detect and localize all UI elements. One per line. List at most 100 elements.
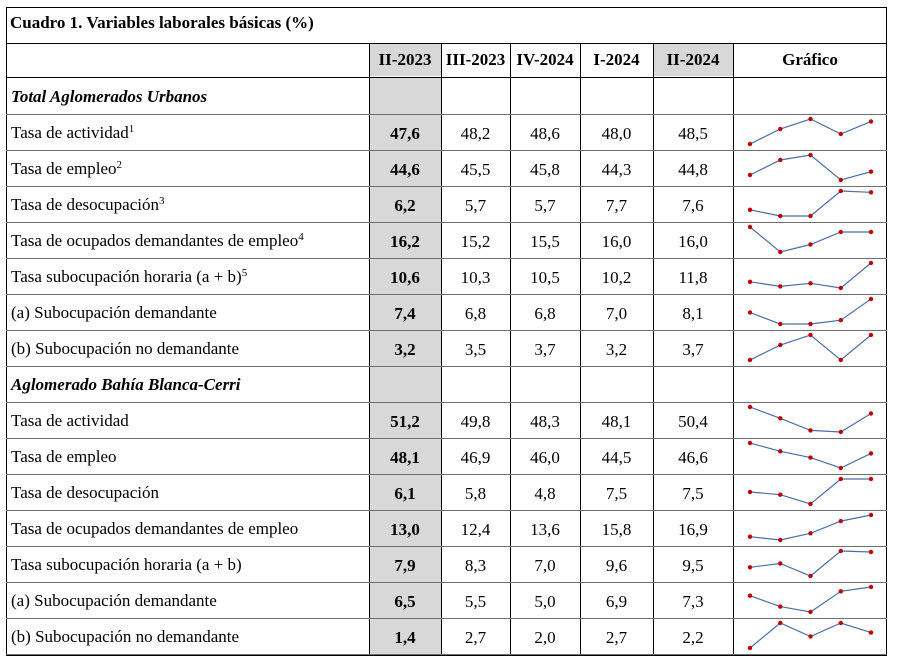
value-cell: 2,7 (605, 628, 628, 647)
value-cell: 48,1 (390, 448, 420, 467)
column-header: Gráfico (782, 50, 838, 69)
row-label-text: Tasa de ocupados demandantes de empleo (11, 519, 299, 538)
value-cell: 8,1 (682, 304, 704, 323)
section-title: Aglomerado Bahía Blanca-Cerri (11, 375, 241, 394)
row-divider (6, 150, 887, 151)
value-cell: 3,7 (534, 340, 556, 359)
value-cell: 15,2 (460, 232, 491, 251)
value-cell: 2,0 (534, 628, 556, 647)
value-cell: 48,5 (678, 124, 708, 143)
value-cell: 1,4 (394, 628, 416, 647)
row-label: Tasa de empleo (11, 439, 117, 475)
table-frame (6, 7, 887, 656)
row-label: Tasa subocupación horaria (a + b)5 (11, 259, 247, 295)
value-cell: 16,0 (678, 232, 708, 251)
row-label-text: (b) Subocupación no demandante (11, 339, 240, 358)
row-label: Tasa de desocupación (11, 475, 159, 511)
row-divider (6, 438, 887, 439)
row-label: (b) Subocupación no demandante (11, 619, 239, 655)
row-divider (6, 294, 887, 295)
value-cell: 8,3 (464, 556, 487, 575)
column-header: I-2024 (593, 50, 640, 69)
value-cell: 48,0 (601, 124, 632, 143)
value-cell: 15,5 (530, 232, 560, 251)
row-divider (6, 474, 887, 475)
value-cell: 7,4 (394, 304, 416, 323)
row-divider (6, 582, 887, 583)
value-cell: 9,6 (605, 556, 628, 575)
header-top-rule (6, 43, 887, 44)
value-cell: 46,0 (530, 448, 560, 467)
value-cell: 49,8 (460, 412, 491, 431)
value-cell: 11,8 (678, 268, 708, 287)
header-bottom-rule (6, 77, 887, 78)
row-divider (6, 402, 887, 403)
row-label-text: Tasa de actividad (11, 123, 129, 142)
value-cell: 48,6 (530, 124, 560, 143)
value-cell: 46,6 (678, 448, 708, 467)
value-cell: 5,5 (464, 592, 487, 611)
value-cell: 16,0 (601, 232, 632, 251)
row-divider (6, 114, 887, 115)
row-label-text: Tasa de ocupados demandantes de empleo (11, 231, 299, 250)
value-cell: 10,3 (460, 268, 491, 287)
row-label-text: (a) Subocupación demandante (11, 591, 217, 610)
value-cell: 7,0 (534, 556, 556, 575)
value-cell: 46,9 (460, 448, 491, 467)
value-cell: 2,7 (464, 628, 487, 647)
section-title: Total Aglomerados Urbanos (11, 87, 208, 106)
row-label: Tasa de empleo2 (11, 151, 122, 187)
value-cell: 44,5 (601, 448, 632, 467)
value-cell: 2,2 (682, 628, 704, 647)
row-label-text: Tasa de actividad (11, 411, 129, 430)
row-divider (6, 330, 887, 331)
value-cell: 6,8 (464, 304, 487, 323)
value-cell: 47,6 (390, 124, 420, 143)
value-cell: 6,5 (394, 592, 416, 611)
value-cell: 6,9 (605, 592, 628, 611)
row-label-text: Tasa de desocupación (11, 195, 159, 214)
column-divider (733, 43, 734, 655)
value-cell: 44,6 (390, 160, 420, 179)
value-cell: 9,5 (682, 556, 704, 575)
value-cell: 50,4 (678, 412, 708, 431)
row-label-text: Tasa de empleo (11, 159, 117, 178)
value-cell: 5,0 (534, 592, 556, 611)
row-label: Tasa de actividad1 (11, 115, 134, 151)
value-cell: 44,3 (601, 160, 632, 179)
row-label: (a) Subocupación demandante (11, 583, 217, 619)
row-label: Tasa de ocupados demandantes de empleo (11, 511, 298, 547)
column-divider (580, 43, 581, 655)
shaded-column (370, 44, 441, 76)
value-cell: 7,6 (682, 196, 704, 215)
row-label: Tasa de actividad (11, 403, 129, 439)
row-divider (6, 186, 887, 187)
value-cell: 10,6 (390, 268, 420, 287)
value-cell: 45,8 (530, 160, 560, 179)
row-divider (6, 510, 887, 511)
shaded-column (654, 44, 733, 76)
footnote-marker: 3 (158, 195, 165, 207)
row-label-text: Tasa de empleo (11, 447, 117, 466)
row-label-text: Tasa subocupación horaria (a + b) (11, 267, 242, 286)
row-divider (6, 546, 887, 547)
value-cell: 7,0 (605, 304, 628, 323)
value-cell: 3,7 (682, 340, 704, 359)
row-divider (6, 618, 887, 619)
value-cell: 12,4 (460, 520, 491, 539)
row-label: (a) Subocupación demandante (11, 295, 217, 331)
value-cell: 13,0 (390, 520, 420, 539)
value-cell: 5,7 (464, 196, 487, 215)
value-cell: 48,2 (460, 124, 491, 143)
column-divider (369, 43, 370, 655)
row-label: Tasa subocupación horaria (a + b) (11, 547, 242, 583)
column-header: IV-2024 (516, 50, 574, 69)
footnote-marker: 2 (116, 159, 123, 171)
row-divider (6, 366, 887, 367)
footnote-marker: 4 (298, 231, 304, 243)
value-cell: 3,2 (394, 340, 416, 359)
column-header: II-2023 (378, 50, 432, 69)
column-header: III-2023 (445, 50, 506, 69)
value-cell: 16,9 (678, 520, 708, 539)
value-cell: 7,5 (605, 484, 628, 503)
